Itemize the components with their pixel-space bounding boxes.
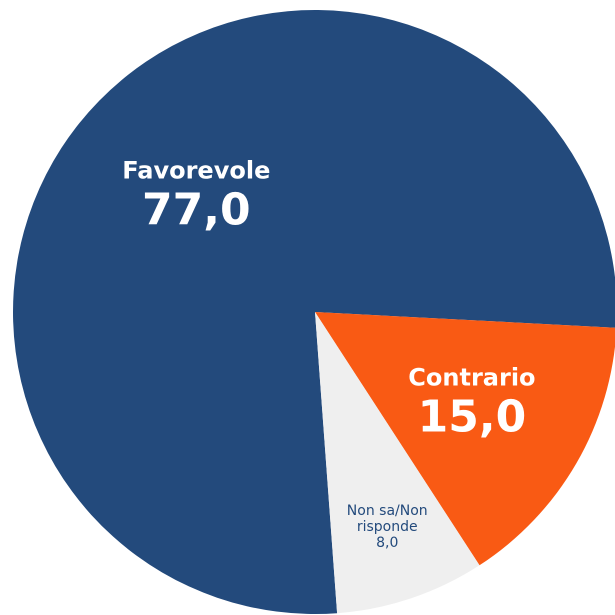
slice-label: Non sa/Non risponde 8,0 xyxy=(327,503,447,551)
category-label: Favorevole xyxy=(122,156,271,185)
value-label: 15,0 xyxy=(417,391,527,443)
pie-slice xyxy=(13,10,615,614)
value-label: 8,0 xyxy=(376,534,399,551)
pie-slice xyxy=(315,312,480,614)
category-label: Non sa/Non risponde xyxy=(346,502,428,535)
category-label: Contrario xyxy=(408,363,536,392)
slice-label: Favorevole 77,0 xyxy=(122,156,270,235)
pie-slice xyxy=(315,312,615,566)
value-label: 77,0 xyxy=(142,184,251,236)
slice-label: Contrario 15,0 xyxy=(408,363,535,442)
